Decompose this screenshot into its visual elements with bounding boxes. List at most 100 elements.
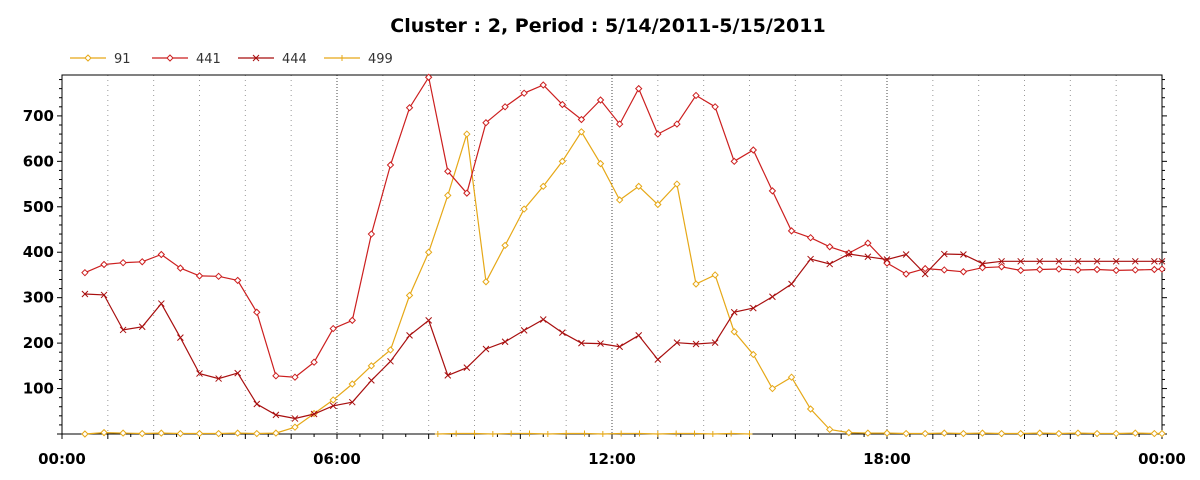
data-point [501, 241, 509, 250]
series-line [84, 75, 1163, 378]
legend-item: 499 [324, 52, 393, 67]
data-point [1150, 265, 1159, 274]
data-point [425, 317, 433, 324]
data-point [310, 410, 318, 418]
data-point [806, 233, 815, 242]
data-point [501, 103, 509, 111]
data-point [100, 260, 108, 269]
legend-item: 91 [70, 52, 131, 67]
data-point [673, 180, 681, 188]
data-point [1074, 257, 1082, 265]
data-point [618, 430, 625, 437]
data-point [998, 257, 1005, 265]
data-point [119, 258, 127, 267]
data-point [406, 332, 413, 339]
data-point [367, 230, 376, 238]
data-point [1036, 257, 1044, 265]
data-point [119, 326, 127, 334]
series-layer [81, 73, 1166, 438]
data-point [746, 431, 753, 437]
data-point [444, 191, 452, 200]
data-point [329, 324, 337, 333]
data-point [291, 373, 299, 381]
data-point [1131, 266, 1139, 274]
plot-frame [61, 74, 1163, 435]
data-point [883, 429, 891, 437]
data-point [339, 55, 345, 61]
data-point [1112, 429, 1120, 438]
data-point [1131, 429, 1139, 437]
data-point [214, 272, 223, 281]
data-point [635, 182, 643, 191]
data-point [768, 384, 777, 393]
data-point [692, 280, 700, 288]
data-point [1112, 266, 1120, 275]
data-point [157, 250, 166, 259]
data-point [405, 291, 414, 300]
data-point [635, 84, 643, 93]
data-point [730, 328, 738, 336]
data-point [1017, 257, 1025, 265]
data-point [577, 128, 586, 136]
data-point [387, 357, 394, 365]
data-point [166, 54, 174, 62]
y-tick-label: 200 [23, 334, 54, 352]
data-point [711, 103, 719, 111]
data-point [728, 430, 735, 437]
data-point [902, 429, 910, 438]
series-line [84, 253, 1162, 420]
y-tick-label: 400 [23, 243, 54, 261]
series-499 [434, 430, 753, 437]
data-point [1093, 265, 1101, 274]
data-point [157, 300, 165, 307]
data-point [997, 263, 1006, 271]
legend-item: 444 [238, 52, 307, 67]
data-point [788, 280, 795, 288]
data-point [1093, 257, 1101, 265]
data-point [253, 308, 261, 316]
data-point [348, 316, 356, 325]
data-point [544, 431, 551, 437]
legend-label: 441 [196, 52, 221, 67]
axes: 00:00 06:00 12:00 18:00 00:00 100 200 300 400 500… [23, 74, 1186, 468]
data-point [424, 248, 433, 256]
data-point [692, 91, 700, 100]
data-point [291, 415, 299, 422]
data-point [1150, 429, 1159, 438]
data-point [691, 430, 698, 437]
data-point [539, 81, 547, 89]
data-point [444, 372, 452, 379]
data-point [578, 339, 585, 347]
data-point [711, 339, 719, 347]
data-point [81, 268, 89, 277]
data-point [787, 373, 796, 381]
x-tick-label: 00:00 [1138, 450, 1186, 468]
data-point [100, 428, 108, 437]
data-point [520, 89, 528, 97]
data-point [581, 430, 588, 437]
y-tick-label: 300 [23, 289, 54, 307]
data-point [615, 120, 624, 128]
data-point [960, 251, 967, 258]
data-point [978, 263, 987, 272]
data-point [1093, 429, 1101, 438]
data-point [673, 120, 681, 128]
data-point [252, 54, 260, 62]
data-point [233, 429, 242, 437]
data-point [1055, 257, 1063, 265]
series-441 [81, 73, 1166, 381]
data-point [826, 260, 834, 268]
data-point [463, 130, 471, 138]
data-point [138, 323, 146, 331]
data-point [864, 239, 872, 247]
data-point [673, 430, 680, 437]
data-point [559, 329, 566, 337]
data-point [709, 431, 716, 437]
legend-item: 441 [152, 52, 221, 67]
data-point [157, 429, 166, 437]
data-point [81, 290, 89, 298]
data-point [563, 430, 570, 437]
grid [107, 75, 1117, 434]
data-point [386, 161, 395, 169]
